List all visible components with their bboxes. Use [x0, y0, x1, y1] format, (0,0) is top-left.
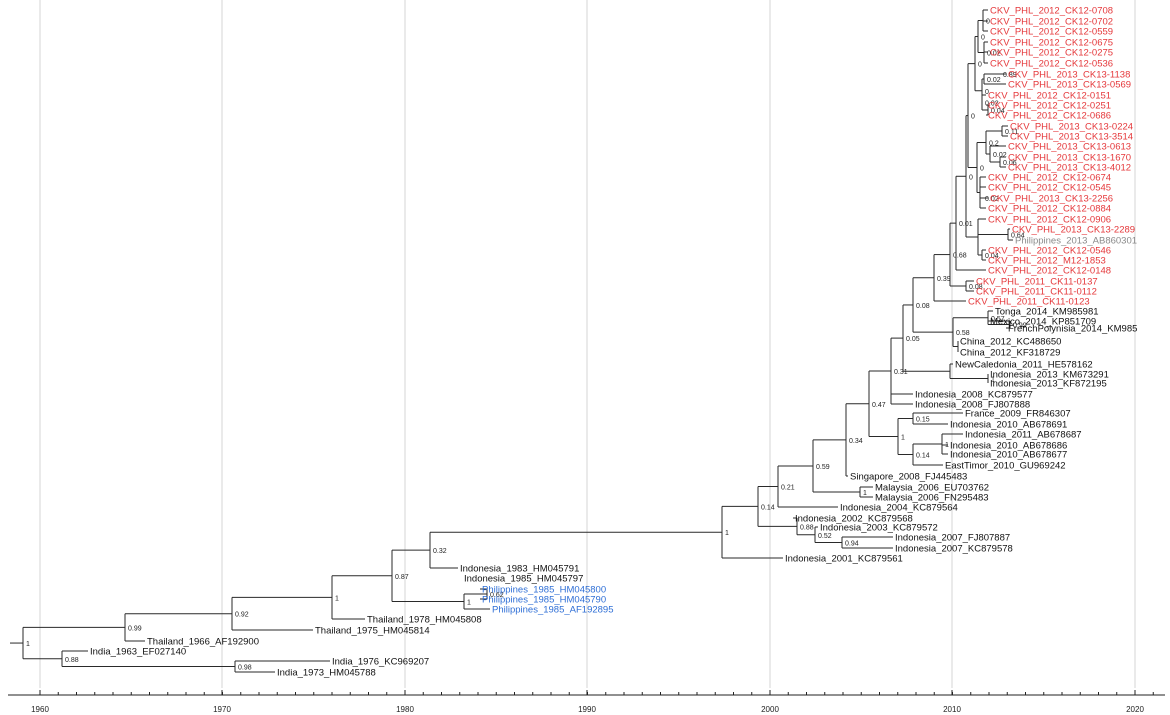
- support-value: 0.99: [128, 625, 142, 632]
- support-value: 0.01: [959, 221, 973, 228]
- tip-label: CKV_PHL_2012_CK12-0559: [990, 27, 1113, 38]
- support-value: 1: [863, 490, 867, 497]
- tip-label: CKV_PHL_2012_CK12-0545: [988, 183, 1111, 194]
- support-value: 0.21: [781, 484, 795, 491]
- tip-label: CKV_PHL_2013_CK13-0569: [1008, 80, 1131, 91]
- axis-tick-label: 2000: [761, 705, 779, 714]
- tip-label: Indonesia_1985_HM045797: [464, 574, 583, 585]
- support-value: 0.98: [238, 665, 252, 672]
- support-value: 0.47: [872, 402, 886, 409]
- tip-label: CKV_PHL_2012_CK12-0148: [988, 266, 1111, 277]
- tip-label: CKV_PHL_2012_CK12-0275: [990, 48, 1113, 59]
- support-value: 0: [980, 166, 984, 173]
- axis-tick-label: 1980: [396, 705, 414, 714]
- time-axis: 1960 1970 1980 1990 2000 2010 2020: [8, 690, 1165, 714]
- tip-label: Singapore_2008_FJ445483: [850, 472, 967, 483]
- support-value: 0.88: [800, 524, 814, 531]
- support-value: 1: [467, 600, 471, 607]
- tip-labels: CKV_PHL_2012_CK12-0708 CKV_PHL_2012_CK12-…: [90, 6, 1137, 679]
- support-value: 0.52: [818, 533, 832, 540]
- tip-label: Indonesia_2007_KC879578: [895, 544, 1013, 555]
- support-value: 0.2: [989, 141, 999, 148]
- support-value: 0: [978, 62, 982, 69]
- support-value: 1: [26, 641, 30, 648]
- support-value: 0: [971, 114, 975, 121]
- support-value: 0.39: [937, 276, 951, 283]
- support-value: 0.34: [849, 438, 863, 445]
- support-value: 0.88: [65, 657, 79, 664]
- support-value: 0.59: [816, 464, 830, 471]
- support-value: 0.08: [916, 303, 930, 310]
- tip-label: China_2012_KF318729: [960, 348, 1060, 359]
- tip-label: Indonesia_2001_KC879561: [785, 554, 903, 565]
- support-value: 0.87: [395, 574, 409, 581]
- support-value: 0.31: [894, 369, 908, 376]
- support-value: 0.14: [916, 453, 930, 460]
- support-value: 0.15: [916, 417, 930, 424]
- tip-label: Indonesia_2004_KC879564: [840, 503, 958, 514]
- support-value: 1: [901, 435, 905, 442]
- support-value: 0.02: [987, 77, 1001, 84]
- tip-label: FrenchPolynisia_2014_KM985: [1008, 324, 1137, 335]
- tip-label: China_2012_KC488650: [960, 337, 1061, 348]
- tip-label: CKV_PHL_2012_CK12-0536: [990, 59, 1113, 70]
- tip-label: India_1963_EF027140: [90, 647, 186, 658]
- tip-label: Indonesia_2011_AB678687: [965, 430, 1082, 441]
- support-value: 0.32: [433, 548, 447, 555]
- tip-label: CKV_PHL_2012_CK12-0686: [988, 111, 1111, 122]
- support-value: 0: [981, 35, 985, 42]
- tip-label: EastTimor_2010_GU969242: [945, 461, 1066, 472]
- support-value: 1: [335, 595, 339, 602]
- tip-label: Thailand_1978_HM045808: [367, 615, 482, 626]
- support-value: 0.02: [993, 152, 1007, 159]
- tip-label: Indonesia_2010_AB678677: [950, 450, 1067, 461]
- support-value: 0.14: [761, 504, 775, 511]
- axis-tick-label: 1990: [578, 705, 596, 714]
- axis-tick-label: 2020: [1126, 705, 1144, 714]
- tip-label: Indonesia_2013_KF872195: [990, 379, 1107, 390]
- axis-tick-label: 1970: [213, 705, 231, 714]
- support-value: 0.92: [235, 612, 249, 619]
- tip-label: Thailand_1975_HM045814: [315, 626, 430, 637]
- support-value: 0.94: [845, 541, 859, 548]
- tip-label: CKV_PHL_2013_CK13-0613: [1008, 142, 1131, 153]
- support-value: 0: [969, 174, 973, 181]
- axis-tick-label: 1960: [31, 705, 49, 714]
- tip-label: India_1976_KC969207: [332, 657, 429, 668]
- tip-label: CKV_PHL_2013_CK13-2289: [1012, 225, 1135, 236]
- tip-label: France_2009_FR846307: [965, 409, 1071, 420]
- support-value: 1: [725, 530, 729, 537]
- tip-label: India_1973_HM045788: [277, 668, 376, 679]
- tip-label: CKV_PHL_2012_CK12-0708: [990, 6, 1113, 17]
- tip-label: CKV_PHL_2012_CK12-0884: [988, 204, 1111, 215]
- support-value: 0.05: [906, 336, 920, 343]
- tip-label: Philippines_1985_AF192895: [492, 605, 614, 616]
- support-value: 0.68: [953, 253, 967, 260]
- tip-label: Indonesia_2007_FJ807887: [895, 533, 1010, 544]
- axis-tick-label: 2010: [943, 705, 961, 714]
- support-value: 1: [945, 442, 949, 449]
